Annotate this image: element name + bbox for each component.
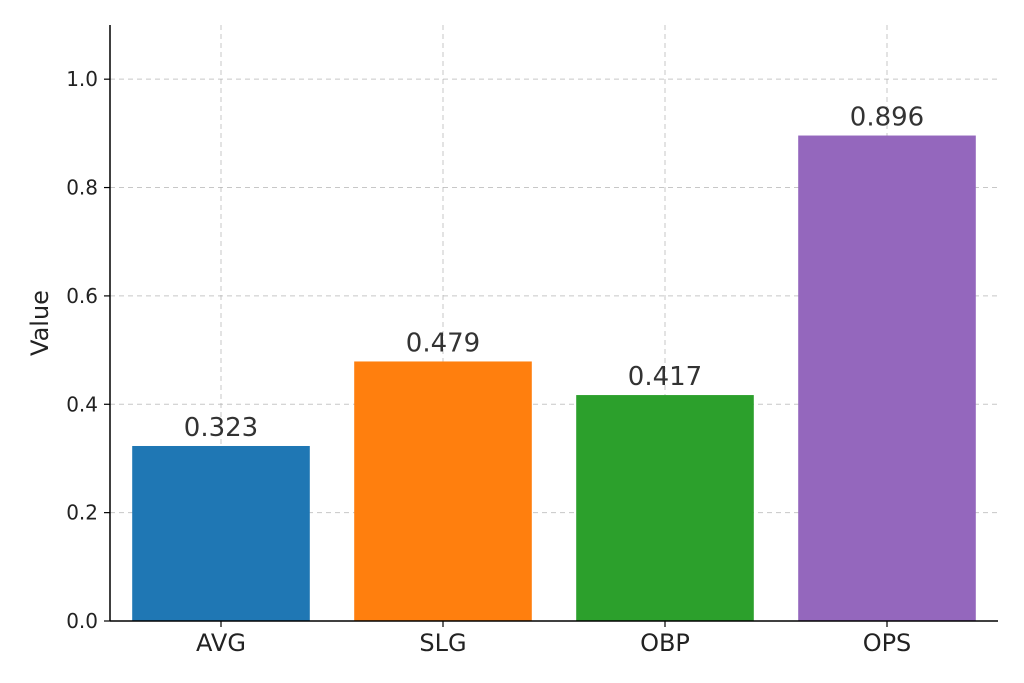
bar-obp (576, 395, 754, 621)
axes (109, 25, 998, 622)
y-tick-label: 0.0 (66, 609, 98, 633)
data-labels: 0.323 0.479 0.417 0.896 (184, 103, 924, 443)
x-tick-label: SLG (419, 629, 466, 657)
x-tick-label: OBP (640, 629, 690, 657)
y-axis-title: Value (26, 290, 54, 356)
bars (132, 135, 976, 621)
data-label: 0.479 (406, 328, 480, 358)
data-label: 0.417 (628, 362, 702, 392)
bar-avg (132, 445, 310, 621)
tick-labels: 0.0 0.2 0.4 0.6 0.8 1.0 AVG SLG OBP OPS (66, 67, 911, 657)
bar-slg (354, 361, 532, 621)
y-tick-label: 0.6 (66, 284, 98, 308)
y-tick-label: 1.0 (66, 67, 98, 91)
x-tick-label: AVG (196, 629, 246, 657)
x-tick-label: OPS (863, 629, 912, 657)
y-tick-label: 0.4 (66, 392, 98, 416)
bar-ops (798, 135, 976, 621)
data-label: 0.323 (184, 413, 258, 443)
y-tick-label: 0.2 (66, 501, 98, 525)
data-label: 0.896 (850, 103, 924, 133)
y-tick-label: 0.8 (66, 176, 98, 200)
